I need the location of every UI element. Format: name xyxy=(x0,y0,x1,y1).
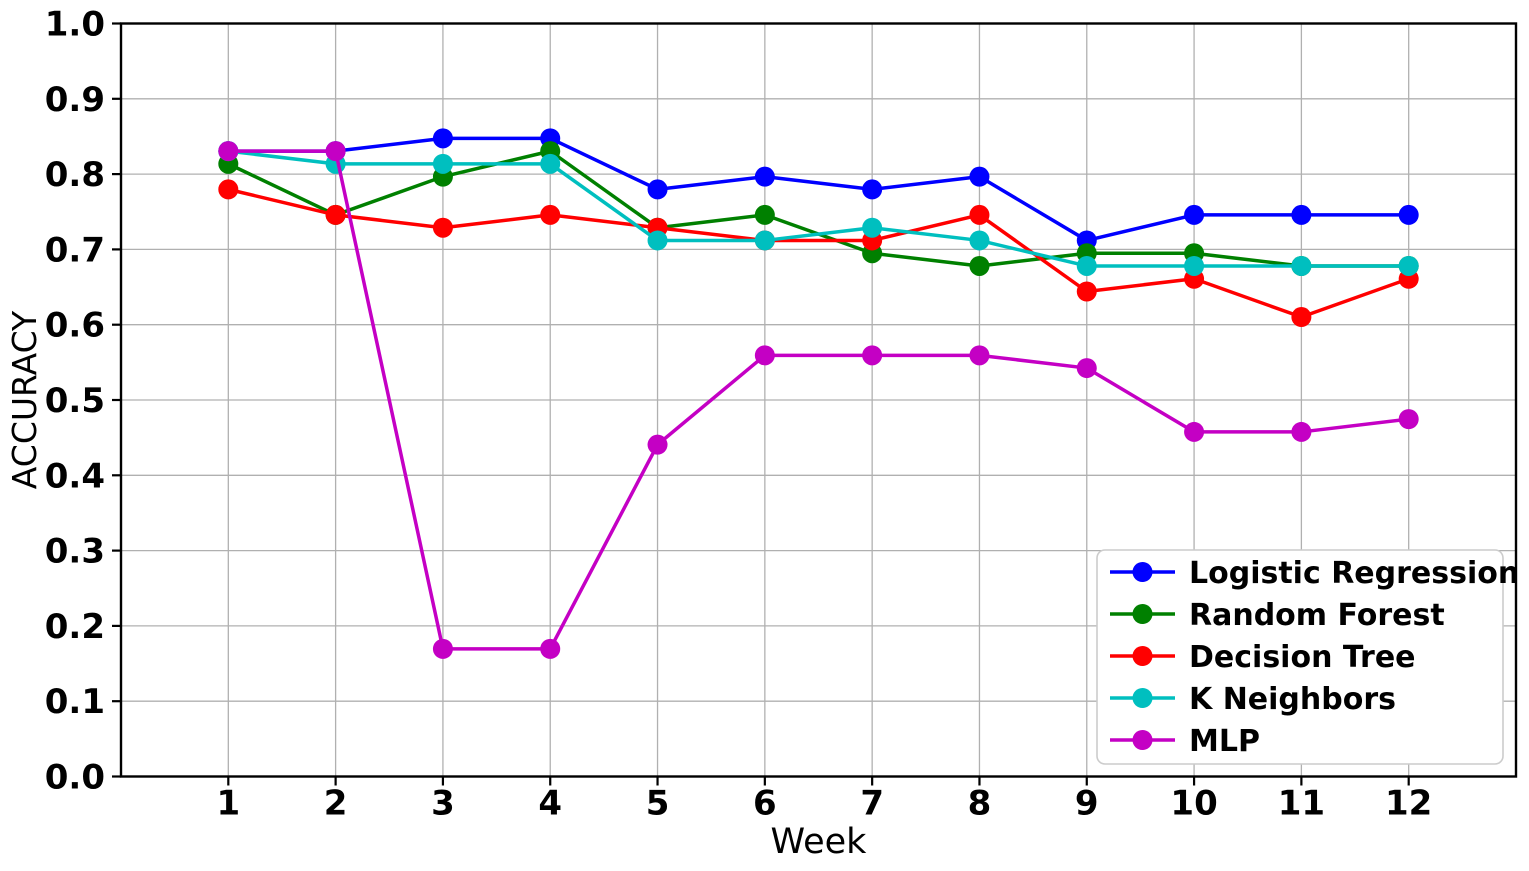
data-point-k-neighbors-week-7 xyxy=(862,217,883,238)
x-tick-label: 5 xyxy=(646,784,670,824)
data-point-mlp-week-4 xyxy=(540,638,561,659)
legend-box xyxy=(1096,549,1504,765)
data-point-k-neighbors-week-10 xyxy=(1184,255,1205,276)
legend: Logistic Regression Random Forest Decision… xyxy=(1096,549,1519,765)
legend-label: MLP xyxy=(1189,724,1260,759)
y-tick-label: 0.4 xyxy=(45,456,105,496)
x-tick-label: 2 xyxy=(324,784,348,824)
y-tick-label: 0.8 xyxy=(45,155,105,195)
y-tick-label: 0.3 xyxy=(45,532,105,572)
series-k-neighbors xyxy=(218,141,1419,276)
legend-item-random-forest: Random Forest xyxy=(1110,598,1445,633)
data-point-k-neighbors-week-6 xyxy=(754,230,775,251)
legend-item-decision-tree: Decision Tree xyxy=(1110,640,1416,675)
data-point-logistic-regression-week-10 xyxy=(1184,204,1205,225)
x-tick-label: 12 xyxy=(1385,784,1432,824)
legend-marker-icon xyxy=(1132,604,1153,624)
x-tick-label: 7 xyxy=(860,784,884,824)
legend-label: K Neighbors xyxy=(1189,682,1396,717)
data-point-mlp-week-5 xyxy=(647,434,668,455)
data-point-mlp-week-8 xyxy=(969,345,990,366)
x-tick-label: 10 xyxy=(1170,784,1217,824)
y-gridlines xyxy=(121,22,1516,778)
x-tick-label: 6 xyxy=(753,784,777,824)
data-point-k-neighbors-week-4 xyxy=(540,153,561,174)
y-tick-label: 0.6 xyxy=(45,306,105,346)
y-axis-label: ACCURACY xyxy=(5,310,44,489)
data-point-logistic-regression-week-11 xyxy=(1291,204,1312,225)
legend-label: Random Forest xyxy=(1189,598,1445,633)
x-tick-label: 8 xyxy=(968,784,992,824)
series-line-decision-tree xyxy=(226,187,1411,319)
data-point-k-neighbors-week-8 xyxy=(969,230,990,251)
data-point-decision-tree-week-9 xyxy=(1076,281,1097,302)
data-point-mlp-week-1 xyxy=(218,141,239,162)
data-point-decision-tree-week-1 xyxy=(218,179,239,200)
y-tick-label: 0.1 xyxy=(45,682,105,722)
x-tick-label: 1 xyxy=(216,784,240,824)
y-tick-label: 0.7 xyxy=(45,230,105,270)
data-point-logistic-regression-week-6 xyxy=(754,166,775,187)
x-tick-label: 11 xyxy=(1278,784,1325,824)
data-point-k-neighbors-week-5 xyxy=(647,230,668,251)
data-point-k-neighbors-week-9 xyxy=(1076,255,1097,276)
data-point-random-forest-week-8 xyxy=(969,255,990,276)
data-point-mlp-week-9 xyxy=(1076,358,1097,379)
legend-item-logistic-regression: Logistic Regression xyxy=(1110,556,1519,591)
data-point-mlp-week-6 xyxy=(754,345,775,366)
y-tick-label: 1.0 xyxy=(45,5,105,45)
y-tick-label: 0.2 xyxy=(45,607,105,647)
legend-marker-icon xyxy=(1132,688,1153,708)
series-line-logistic-regression xyxy=(226,136,1411,243)
data-point-mlp-week-7 xyxy=(862,345,883,366)
data-point-logistic-regression-week-3 xyxy=(432,128,453,149)
axis-ticks: 1 2 3 4 5 6 7 8 9 10 11 120.00.10.20.30.40.50.60.70… xyxy=(45,5,1433,824)
plot-frame xyxy=(119,22,1518,778)
series-line-mlp xyxy=(226,149,1411,651)
y-tick-label: 0.9 xyxy=(45,80,105,120)
data-point-mlp-week-10 xyxy=(1184,421,1205,442)
data-point-logistic-regression-week-12 xyxy=(1398,204,1419,225)
legend-label: Decision Tree xyxy=(1189,640,1416,675)
series-line-k-neighbors xyxy=(226,149,1411,268)
legend-label: Logistic Regression xyxy=(1189,556,1519,591)
x-tick-label: 3 xyxy=(431,784,455,824)
data-point-decision-tree-week-4 xyxy=(540,204,561,225)
legend-marker-icon xyxy=(1132,730,1153,750)
x-tick-label: 4 xyxy=(538,784,562,824)
data-point-mlp-week-12 xyxy=(1398,409,1419,430)
data-point-logistic-regression-week-5 xyxy=(647,179,668,200)
series-mlp xyxy=(218,141,1419,659)
data-point-mlp-week-11 xyxy=(1291,421,1312,442)
legend-item-mlp: MLP xyxy=(1110,724,1260,759)
data-point-mlp-week-3 xyxy=(432,638,453,659)
data-point-random-forest-week-6 xyxy=(754,204,775,225)
data-point-k-neighbors-week-12 xyxy=(1398,255,1419,276)
x-tick-label: 9 xyxy=(1075,784,1099,824)
legend-item-k-neighbors: K Neighbors xyxy=(1110,682,1396,717)
data-point-decision-tree-week-2 xyxy=(325,204,346,225)
data-point-mlp-week-2 xyxy=(325,141,346,162)
data-point-k-neighbors-week-3 xyxy=(432,153,453,174)
y-tick-label: 0.5 xyxy=(45,381,105,421)
x-axis-label: Week xyxy=(771,822,868,862)
data-point-decision-tree-week-3 xyxy=(432,217,453,238)
data-point-decision-tree-week-11 xyxy=(1291,307,1312,328)
legend-marker-icon xyxy=(1132,562,1153,582)
data-point-k-neighbors-week-11 xyxy=(1291,255,1312,276)
data-point-logistic-regression-week-7 xyxy=(862,179,883,200)
data-point-decision-tree-week-8 xyxy=(969,204,990,225)
legend-marker-icon xyxy=(1132,646,1153,666)
y-tick-label: 0.0 xyxy=(45,758,105,798)
data-point-logistic-regression-week-8 xyxy=(969,166,990,187)
